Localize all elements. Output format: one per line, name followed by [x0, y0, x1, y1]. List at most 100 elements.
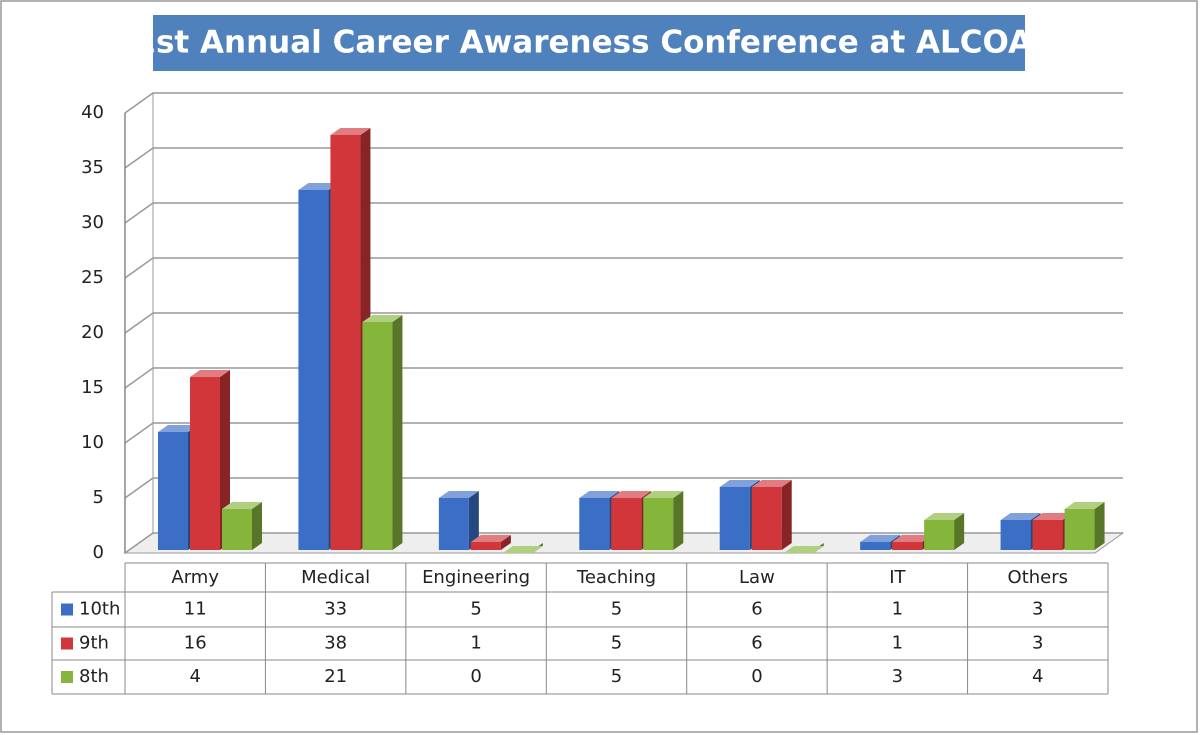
table-value: 4 [1032, 666, 1043, 687]
bar-front [924, 520, 955, 550]
grid-line [124, 422, 1123, 444]
grid-line [124, 532, 1123, 554]
bar-front [579, 498, 610, 550]
legend-label: 10th [79, 599, 120, 620]
bar-front [643, 498, 674, 550]
bar-top [470, 535, 511, 542]
grid-line [124, 147, 1123, 169]
bar-top [438, 491, 479, 498]
y-tick-label: 40 [81, 102, 104, 123]
bar [1064, 502, 1105, 550]
x-tick-label: Medical [301, 567, 370, 588]
x-tick-label: Teaching [576, 567, 656, 588]
grid-line [124, 312, 1123, 334]
table-value: 0 [470, 666, 481, 687]
bar-side [954, 513, 965, 550]
x-tick-label: Others [1008, 567, 1069, 588]
bar-top [783, 546, 824, 553]
table-value: 5 [611, 666, 622, 687]
bar-top [719, 480, 760, 487]
table-value: 3 [892, 666, 903, 687]
table-value: 1 [470, 633, 481, 654]
bar-top [1000, 513, 1041, 520]
table-value: 11 [184, 599, 207, 620]
bar-front [222, 509, 252, 550]
bar-front [1000, 520, 1031, 550]
legend-key [61, 603, 73, 616]
y-tick-label: 15 [81, 377, 104, 398]
bar-front [1032, 520, 1063, 550]
bar [190, 370, 230, 550]
bar-top [611, 491, 652, 498]
grid-line [124, 92, 1123, 114]
bar [362, 315, 403, 550]
title-box [153, 15, 1025, 71]
y-tick-label: 30 [81, 212, 104, 233]
bar-side [252, 502, 262, 550]
table-value: 3 [1032, 633, 1043, 654]
table-value: 5 [470, 599, 481, 620]
bar-top [892, 535, 933, 542]
table-value: 0 [751, 666, 762, 687]
bar-front [438, 498, 469, 550]
bar-front [751, 487, 782, 550]
bar-front [1064, 509, 1095, 550]
bar-side [673, 491, 684, 550]
y-tick-label: 0 [93, 542, 104, 563]
bar-top [1032, 513, 1073, 520]
bar-top [298, 183, 339, 190]
bar-front [330, 135, 361, 550]
table-value: 3 [1032, 599, 1043, 620]
table-value: 16 [184, 633, 207, 654]
bar-front [470, 542, 501, 550]
bar [222, 502, 262, 550]
grid-line [124, 367, 1123, 389]
grid-line [124, 202, 1123, 224]
bar-front [719, 487, 750, 550]
bar [751, 480, 792, 550]
bar-top [1064, 502, 1105, 509]
table-value: 5 [611, 633, 622, 654]
bar-side [781, 480, 792, 550]
y-tick-label: 20 [81, 322, 104, 343]
table-value: 6 [751, 599, 762, 620]
bar-front [892, 542, 923, 550]
bar [924, 513, 965, 550]
bar [438, 491, 479, 550]
legend-key [61, 637, 73, 650]
chart-title: 1st Annual Career Awareness Conference a… [134, 25, 1043, 61]
bar-side [500, 535, 511, 550]
bar [783, 543, 824, 553]
bar-side [1094, 502, 1105, 550]
legend-label: 8th [79, 666, 109, 687]
legend-key [61, 671, 73, 683]
bar-front [190, 377, 220, 550]
table-value: 21 [324, 666, 347, 687]
legend-label: 9th [79, 633, 109, 654]
bar-top [751, 480, 792, 487]
table-value: 33 [324, 599, 347, 620]
bar-side [220, 370, 230, 550]
grid-line [124, 477, 1123, 499]
table-value: 6 [751, 633, 762, 654]
bar-top [222, 502, 262, 509]
table-value: 5 [611, 599, 622, 620]
bar [502, 543, 543, 553]
bar [643, 491, 684, 550]
table-value: 1 [892, 633, 903, 654]
bar-top [579, 491, 620, 498]
table-value: 38 [324, 633, 347, 654]
bar-top [502, 546, 543, 553]
bar [470, 535, 511, 550]
table-value: 1 [892, 599, 903, 620]
y-tick-label: 35 [81, 157, 104, 178]
y-tick-label: 25 [81, 267, 104, 288]
bar-front [611, 498, 642, 550]
bar-side [468, 491, 479, 550]
x-tick-label: Army [171, 567, 219, 588]
bar-top [190, 370, 230, 377]
bar-top [330, 128, 371, 135]
bar-top [924, 513, 965, 520]
